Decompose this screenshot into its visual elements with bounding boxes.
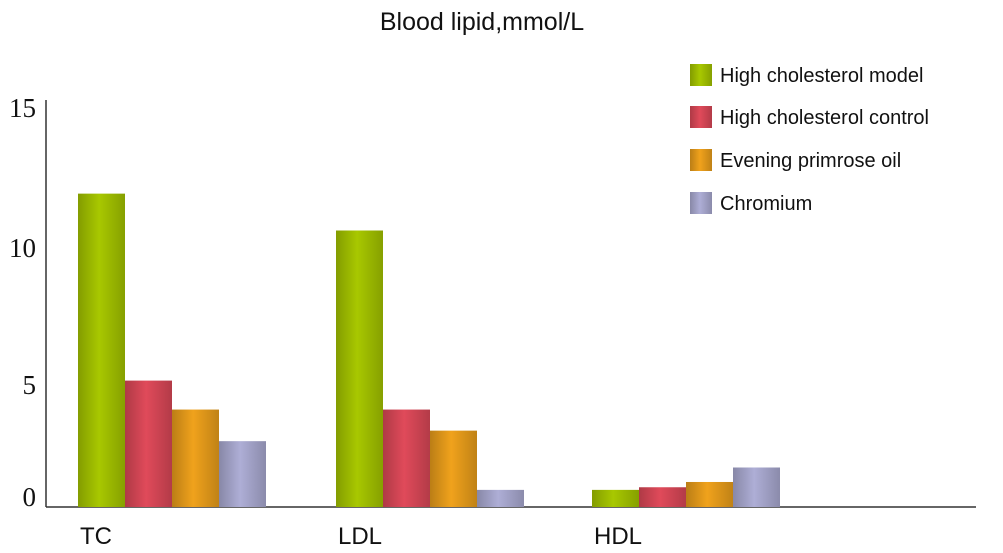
y-tick-label: 10 (9, 233, 36, 263)
x-tick-label: TC (80, 523, 112, 550)
y-tick-label: 5 (23, 370, 37, 400)
bar-ldl-2 (430, 430, 477, 507)
bar-tc-1 (125, 380, 172, 507)
legend-swatch (690, 149, 712, 171)
bar-ldl-1 (383, 409, 430, 507)
x-tick-label: LDL (338, 523, 382, 550)
legend: High cholesterol model High cholesterol c… (690, 64, 929, 215)
bar-tc-3 (219, 441, 266, 507)
bar-hdl-0 (592, 489, 639, 507)
legend-label: Chromium (720, 193, 812, 215)
y-tick-label: 15 (9, 93, 36, 123)
legend-swatch (690, 106, 712, 128)
x-tick-label: HDL (594, 523, 642, 550)
legend-label: Evening primrose oil (720, 150, 901, 172)
bar-tc-2 (172, 409, 219, 507)
legend-label: High cholesterol control (720, 107, 929, 129)
bar-tc-0 (78, 193, 125, 507)
y-tick-label: 0 (23, 482, 37, 512)
bar-hdl-2 (686, 481, 733, 507)
legend-label: High cholesterol model (720, 65, 923, 87)
bar-hdl-3 (733, 467, 780, 507)
bar-ldl-0 (336, 230, 383, 507)
bar-hdl-1 (639, 487, 686, 507)
legend-swatch (690, 64, 712, 86)
bar-ldl-3 (477, 489, 524, 507)
legend-swatch (690, 192, 712, 214)
chart-title: Blood lipid,mmol/L (380, 8, 584, 36)
